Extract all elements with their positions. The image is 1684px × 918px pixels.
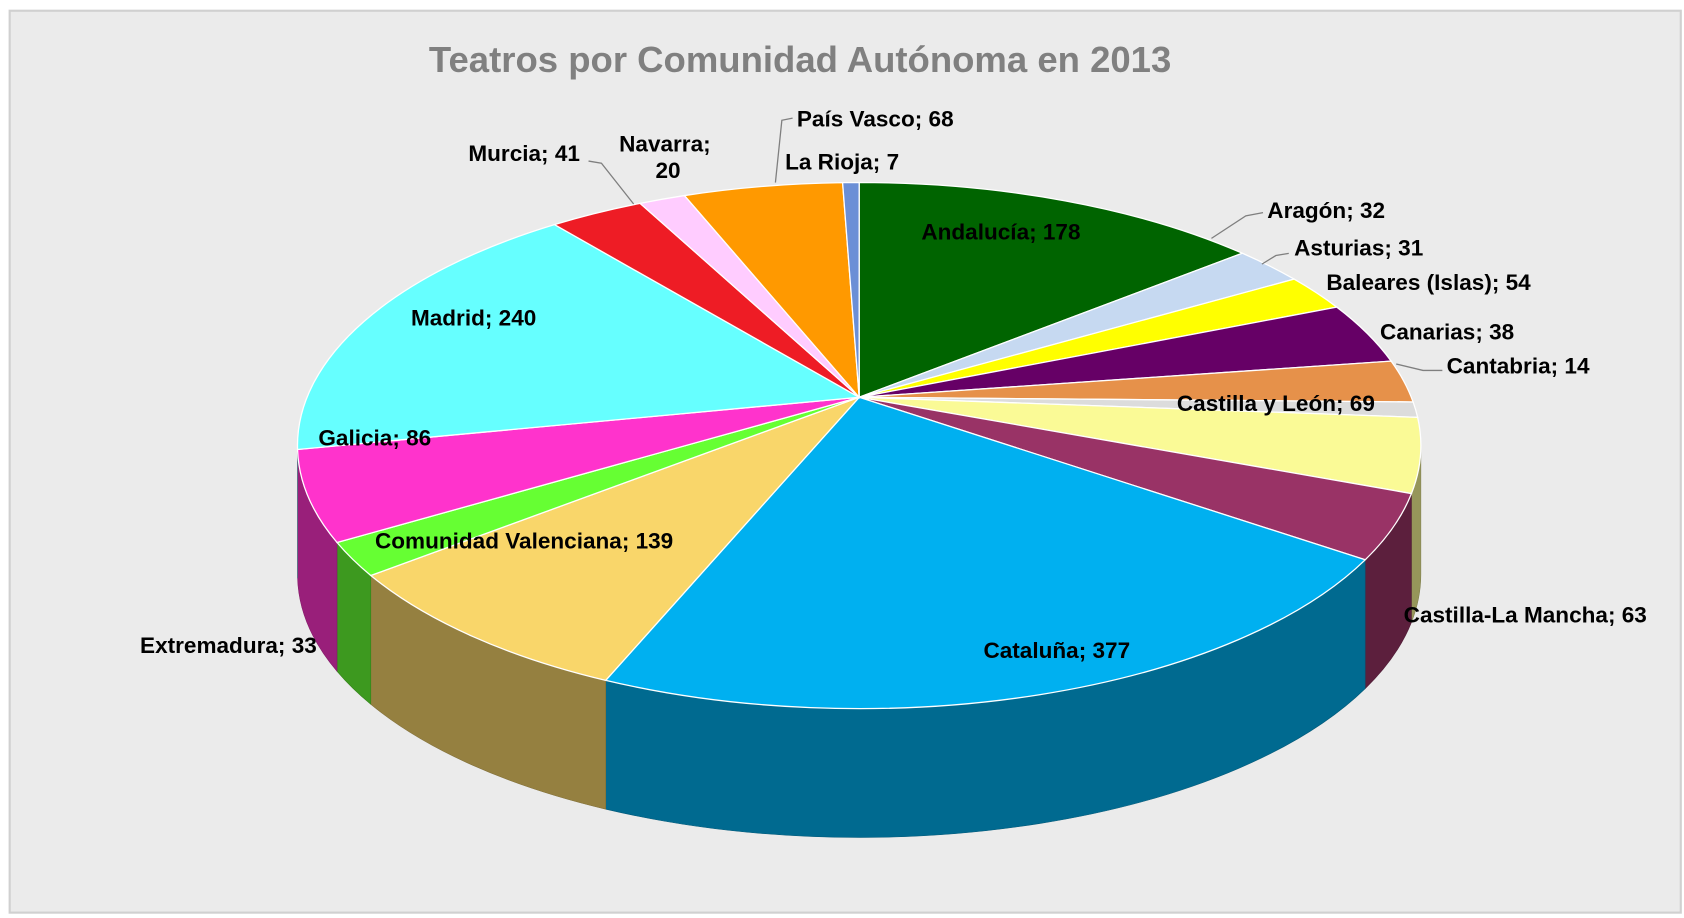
- label-value: 54: [1506, 270, 1532, 295]
- label-category: Castilla y León: [1177, 391, 1336, 416]
- data-label: Asturias; 31: [1294, 236, 1423, 261]
- label-separator: ;: [622, 529, 636, 554]
- data-label: Baleares (Islas); 54: [1326, 270, 1531, 295]
- label-separator: ;: [873, 150, 887, 175]
- label-value: 41: [555, 141, 580, 166]
- label-separator: ;: [485, 305, 499, 330]
- data-label: Castilla y León; 69: [1177, 391, 1375, 416]
- data-label: Navarra; 20: [619, 131, 717, 183]
- label-category: Andalucía: [921, 219, 1029, 244]
- leader-line: [588, 160, 635, 205]
- data-label: Canarias; 38: [1380, 319, 1514, 344]
- data-label: Comunidad Valenciana; 139: [375, 529, 673, 554]
- label-value: 20: [655, 158, 680, 183]
- label-value: 69: [1350, 391, 1375, 416]
- data-label: Cantabria; 14: [1447, 354, 1590, 379]
- label-category: Comunidad Valenciana: [375, 529, 622, 554]
- label-category: Aragón: [1267, 198, 1346, 223]
- label-separator: ;: [392, 426, 406, 451]
- data-label: Andalucía; 178: [921, 219, 1080, 244]
- label-separator: ;: [915, 107, 929, 132]
- slice: [858, 181, 1245, 399]
- label-category: Cataluña: [983, 638, 1079, 663]
- label-value: 14: [1564, 354, 1590, 379]
- label-category: Galicia: [318, 426, 392, 451]
- label-separator: ;: [1475, 319, 1489, 344]
- leader-line: [1261, 252, 1289, 265]
- data-label: Murcia; 41: [468, 141, 580, 166]
- label-separator: ;: [1384, 236, 1398, 261]
- label-separator: ;: [703, 131, 717, 156]
- data-label: País Vasco; 68: [797, 107, 954, 132]
- label-separator: ;: [541, 141, 555, 166]
- leader-line: [1396, 363, 1443, 372]
- data-label: Extremadura; 33: [140, 633, 317, 658]
- slice: [369, 396, 860, 682]
- pie-tops: [296, 181, 1422, 710]
- data-label: Cataluña; 377: [983, 638, 1130, 663]
- leader-lines: [588, 117, 1443, 372]
- label-value: 33: [292, 633, 317, 658]
- data-label: La Rioja; 7: [785, 150, 899, 175]
- label-separator: ;: [1346, 198, 1360, 223]
- label-value: 139: [636, 529, 674, 554]
- label-category: La Rioja: [785, 150, 873, 175]
- leader-line: [774, 117, 793, 183]
- label-value: 32: [1360, 198, 1385, 223]
- label-value: 178: [1043, 219, 1081, 244]
- label-value: 86: [406, 426, 431, 451]
- slice: [683, 181, 860, 400]
- label-value: 63: [1622, 603, 1647, 628]
- data-labels: Andalucía; 178 Aragón; 32 Asturias; 31 Bale…: [140, 107, 1647, 663]
- label-category: Canarias: [1380, 319, 1475, 344]
- label-separator: ;: [1029, 219, 1043, 244]
- label-value: 38: [1489, 319, 1514, 344]
- label-separator: ;: [1079, 638, 1093, 663]
- data-label: Castilla-La Mancha; 63: [1404, 603, 1647, 628]
- label-separator: ;: [1608, 603, 1622, 628]
- label-separator: ;: [278, 633, 292, 658]
- label-category: Cantabria: [1447, 354, 1551, 379]
- chart-title: Teatros por Comunidad Autónoma en 2013: [429, 39, 1171, 80]
- label-category: País Vasco: [797, 107, 915, 132]
- label-category: Extremadura: [140, 633, 278, 658]
- label-separator: ;: [1336, 391, 1350, 416]
- data-label: Madrid; 240: [411, 305, 536, 330]
- label-value: 31: [1398, 236, 1423, 261]
- slice: [841, 181, 860, 398]
- label-category: Murcia: [468, 141, 541, 166]
- label-category: Navarra: [619, 131, 703, 156]
- label-value: 240: [499, 305, 537, 330]
- label-separator: ;: [1551, 354, 1565, 379]
- data-label: Aragón; 32: [1267, 198, 1385, 223]
- slice: [296, 223, 862, 451]
- slice: [604, 396, 1367, 710]
- slice: [296, 396, 860, 544]
- label-value: 68: [929, 107, 954, 132]
- label-separator: ;: [1492, 270, 1506, 295]
- label-category: Castilla-La Mancha: [1404, 603, 1609, 628]
- label-category: Madrid: [411, 305, 485, 330]
- label-category: Baleares (Islas): [1326, 270, 1491, 295]
- label-value: 7: [887, 150, 900, 175]
- label-category: Asturias: [1294, 236, 1384, 261]
- data-label: Galicia; 86: [318, 426, 431, 451]
- label-value: 377: [1092, 638, 1130, 663]
- leader-line: [1211, 211, 1264, 239]
